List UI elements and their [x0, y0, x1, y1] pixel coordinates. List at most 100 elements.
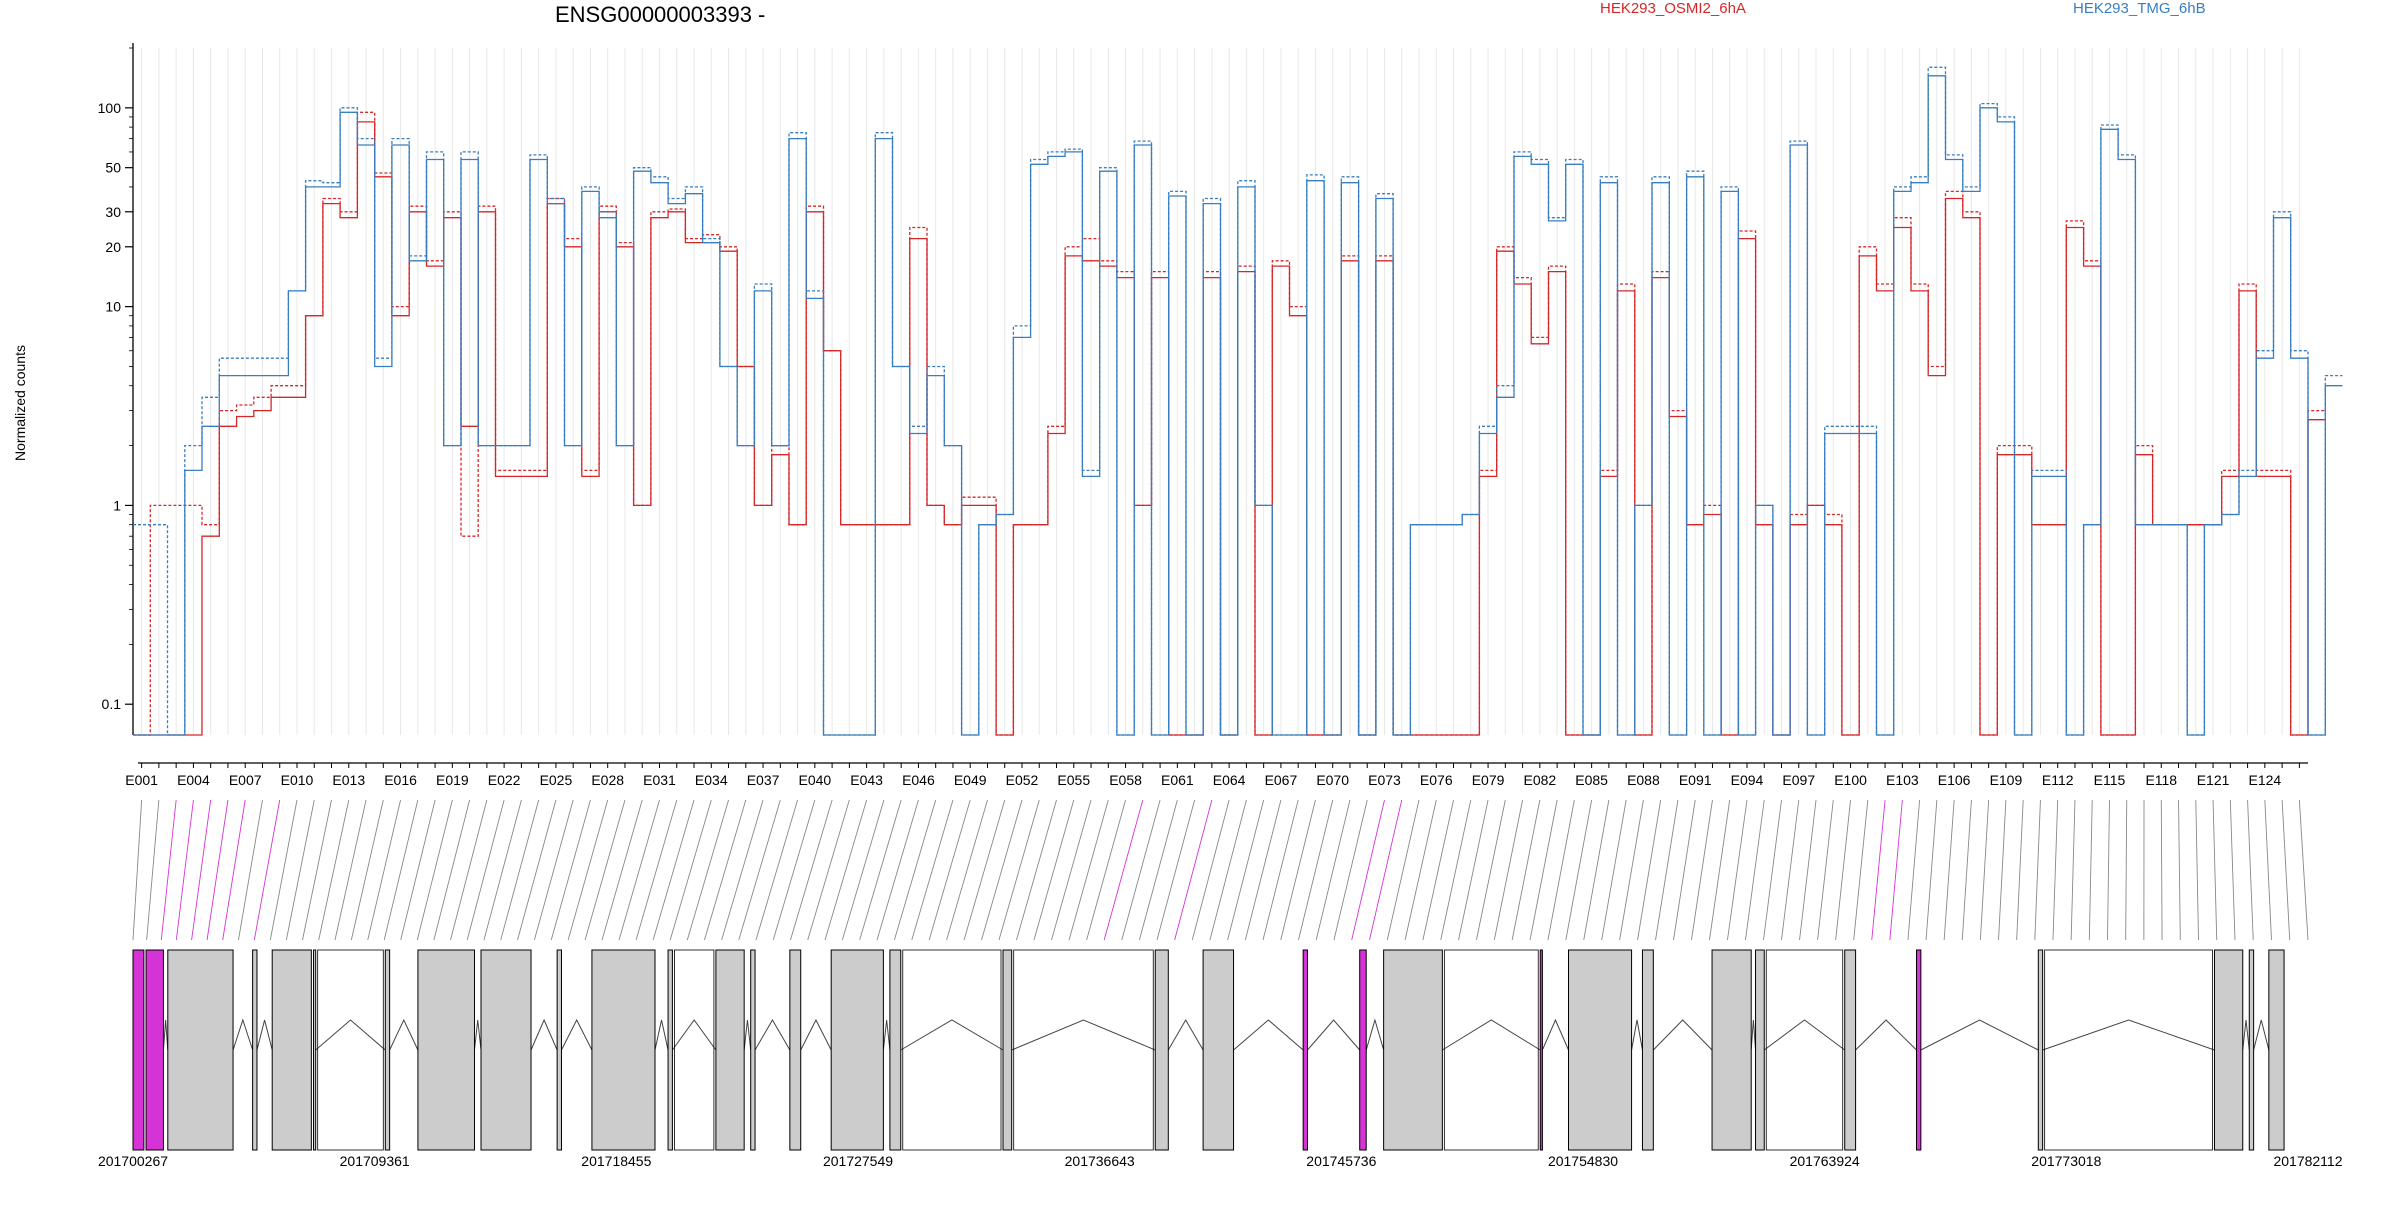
connector-line	[842, 800, 884, 940]
genomic-coordinate-label: 201773018	[2031, 1153, 2101, 1169]
connector-line	[1052, 800, 1092, 940]
intron-chevron	[744, 1020, 751, 1050]
connector-line	[2017, 800, 2024, 940]
connector-line	[551, 800, 590, 940]
y-tick-label: 100	[98, 100, 122, 116]
connector-line	[947, 800, 988, 940]
connector-line	[2107, 800, 2109, 940]
exon-block	[790, 950, 801, 1150]
exon-label: E094	[1731, 772, 1764, 788]
exon-connectors	[133, 800, 2308, 940]
exon-block	[668, 950, 672, 1150]
exon-label: E076	[1420, 772, 1453, 788]
genomic-coordinate-label: 201754830	[1548, 1153, 1618, 1169]
exon-block-highlighted	[146, 950, 163, 1150]
exon-block	[1003, 950, 1012, 1150]
connector-line	[451, 800, 487, 940]
connector-line	[2248, 800, 2254, 940]
intron-chevron	[390, 1020, 418, 1050]
exon-block	[1569, 950, 1632, 1150]
intron-chevron	[1751, 1020, 1755, 1050]
series-lines	[133, 67, 2343, 735]
connector-line-highlighted	[254, 800, 279, 940]
connector-line	[619, 800, 659, 940]
intron-chevron	[1542, 1020, 1568, 1050]
connector-line	[756, 800, 798, 940]
connector-line	[1245, 800, 1281, 940]
exon-label: E013	[332, 772, 365, 788]
exon-block	[253, 950, 257, 1150]
exon-block	[1203, 950, 1233, 1150]
connector-line	[1763, 800, 1781, 940]
exon-outline	[318, 950, 384, 1150]
intron-chevron	[2254, 1020, 2269, 1050]
connector-line	[1192, 800, 1229, 940]
connector-line	[1459, 800, 1488, 940]
connector-line	[1334, 800, 1367, 940]
exon-block-highlighted	[1360, 950, 1367, 1150]
exon-label: E073	[1368, 772, 1401, 788]
connector-line	[1494, 800, 1522, 940]
exon-block	[1845, 950, 1856, 1150]
exon-block	[272, 950, 311, 1150]
connector-line	[2179, 800, 2181, 940]
connector-line	[2035, 800, 2041, 940]
connector-line	[1423, 800, 1454, 940]
connector-line	[739, 800, 781, 940]
connector-line	[319, 800, 349, 940]
exon-block	[1642, 950, 1653, 1150]
connector-line	[1999, 800, 2006, 940]
intron-chevron	[233, 1020, 253, 1050]
connector-line	[2089, 800, 2092, 940]
connector-line	[1441, 800, 1471, 940]
exon-label: E070	[1316, 772, 1349, 788]
connector-line	[147, 800, 159, 940]
exon-label: E028	[591, 772, 624, 788]
connector-line	[1157, 800, 1195, 940]
connector-line	[534, 800, 573, 940]
connector-line	[351, 800, 383, 940]
exon-label: E097	[1782, 772, 1815, 788]
exon-label: E037	[747, 772, 780, 788]
exon-label: E025	[540, 772, 573, 788]
connector-line-highlighted	[1175, 800, 1212, 940]
intron-chevron	[1366, 1020, 1383, 1050]
connector-line	[501, 800, 539, 940]
exon-label: E118	[2145, 772, 2177, 788]
exon-block	[1712, 950, 1751, 1150]
connector-line	[1139, 800, 1177, 940]
genomic-coordinate-label: 201782112	[2273, 1153, 2342, 1169]
connector-line	[1980, 800, 1988, 940]
connector-line	[335, 800, 366, 940]
intron-chevron	[531, 1020, 557, 1050]
connector-line	[2196, 800, 2199, 940]
exon-label: E121	[2197, 772, 2230, 788]
connector-line	[1691, 800, 1712, 940]
connector-line	[894, 800, 935, 940]
connector-line	[1087, 800, 1126, 940]
exon-label: E058	[1109, 772, 1142, 788]
connector-line	[790, 800, 832, 940]
exon-outline	[2045, 950, 2213, 1150]
connector-line-highlighted	[1369, 800, 1401, 940]
connector-line-highlighted	[1104, 800, 1143, 940]
connector-line	[1800, 800, 1817, 940]
exon-block	[314, 950, 316, 1150]
connector-line	[568, 800, 608, 940]
connector-line	[1727, 800, 1747, 940]
intron-chevron	[1856, 1020, 1917, 1050]
connector-line-highlighted	[1352, 800, 1385, 940]
exon-block	[557, 950, 561, 1150]
y-axis-label: Normalized counts	[12, 343, 28, 463]
connector-line-highlighted	[207, 800, 228, 940]
connector-line	[1476, 800, 1505, 940]
exon-outline	[903, 950, 1001, 1150]
connector-line-highlighted	[1890, 800, 1902, 940]
connector-line	[2282, 800, 2290, 940]
y-tick-label: 30	[105, 204, 121, 220]
exon-label: E100	[1834, 772, 1867, 788]
connector-line	[1210, 800, 1246, 940]
connector-line	[518, 800, 556, 940]
exon-label: E031	[643, 772, 676, 788]
intron-chevron	[883, 1020, 890, 1050]
